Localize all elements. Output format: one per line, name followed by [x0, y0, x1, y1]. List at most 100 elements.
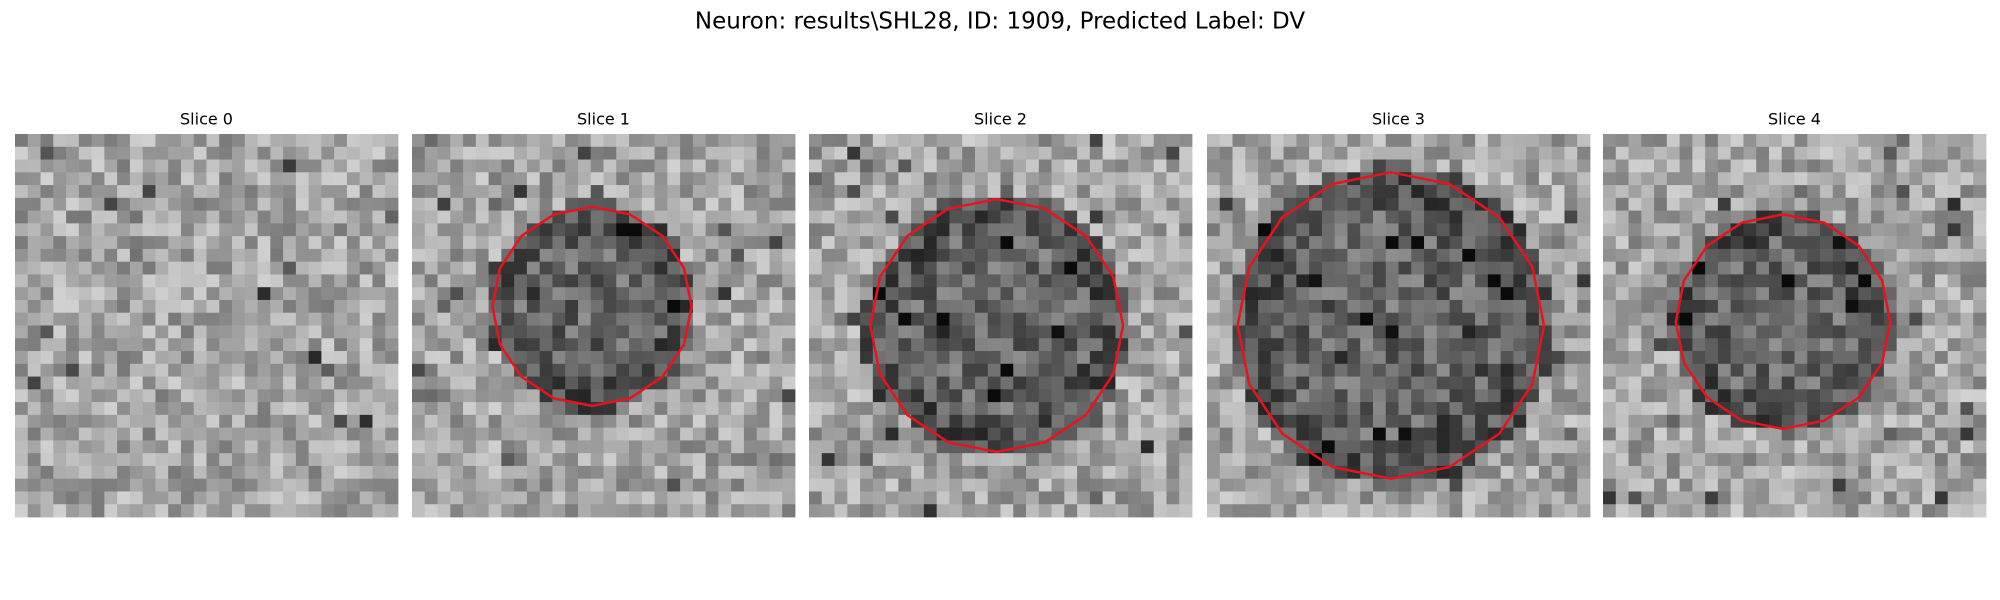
- pixel: [847, 440, 861, 454]
- pixel: [193, 478, 207, 492]
- pixel: [104, 338, 118, 352]
- pixel: [962, 389, 976, 403]
- pixel: [1603, 376, 1617, 390]
- pixel: [641, 274, 655, 288]
- pixel: [1909, 414, 1923, 429]
- pixel: [1258, 159, 1272, 173]
- pixel: [1398, 363, 1412, 377]
- pixel: [412, 402, 426, 416]
- pixel: [1603, 299, 1617, 314]
- pixel: [1051, 185, 1065, 199]
- pixel: [1934, 159, 1949, 173]
- pixel: [1500, 210, 1514, 224]
- pixel: [705, 172, 719, 186]
- pixel: [1245, 312, 1259, 326]
- pixel: [1128, 491, 1142, 505]
- pixel: [1347, 185, 1361, 199]
- pixel: [1128, 197, 1142, 211]
- pixel: [219, 146, 233, 160]
- pixel: [565, 402, 579, 416]
- pixel: [1500, 453, 1514, 467]
- pixel: [193, 312, 207, 326]
- pixel: [1526, 363, 1540, 377]
- pixel: [885, 414, 899, 429]
- pixel: [987, 299, 1001, 314]
- pixel: [412, 414, 426, 429]
- pixel: [1960, 351, 1974, 365]
- pixel: [117, 134, 131, 148]
- pixel: [1922, 185, 1936, 199]
- pixel: [1513, 376, 1527, 390]
- pixel: [1692, 210, 1706, 224]
- pixel: [1179, 504, 1193, 518]
- pixel: [424, 363, 438, 377]
- pixel: [155, 376, 169, 390]
- pixel: [463, 338, 477, 352]
- pixel: [1283, 389, 1297, 403]
- pixel: [1089, 185, 1104, 199]
- pixel: [1883, 210, 1898, 224]
- pixel: [692, 504, 707, 518]
- pixel: [1385, 172, 1399, 186]
- pixel: [1487, 402, 1502, 416]
- pixel: [769, 351, 783, 365]
- pixel: [809, 210, 823, 224]
- pixel: [1283, 504, 1297, 518]
- pixel: [987, 351, 1001, 365]
- pixel: [1538, 491, 1553, 505]
- pixel: [821, 453, 835, 467]
- pixel: [91, 389, 105, 403]
- pixel: [603, 299, 617, 314]
- pixel: [667, 261, 681, 275]
- pixel: [53, 351, 67, 365]
- pixel: [1309, 338, 1323, 352]
- pixel: [577, 274, 592, 288]
- pixel: [731, 465, 745, 480]
- pixel: [1179, 210, 1193, 224]
- pixel: [142, 159, 156, 173]
- pixel: [66, 223, 80, 237]
- pixel: [577, 210, 592, 224]
- pixel: [898, 414, 912, 429]
- pixel: [1321, 351, 1336, 365]
- pixel: [1551, 491, 1565, 505]
- pixel: [565, 274, 579, 288]
- pixel: [616, 376, 630, 390]
- pixel: [91, 351, 105, 365]
- pixel: [15, 427, 29, 441]
- pixel: [206, 414, 220, 429]
- pixel: [1283, 274, 1297, 288]
- pixel: [680, 504, 694, 518]
- pixel: [1347, 389, 1361, 403]
- pixel: [1232, 236, 1246, 250]
- pixel: [1615, 453, 1629, 467]
- pixel: [244, 351, 258, 365]
- pixel: [424, 236, 438, 250]
- pixel: [91, 376, 105, 390]
- pixel: [1219, 185, 1233, 199]
- pixel: [1411, 478, 1425, 492]
- pixel: [629, 325, 643, 339]
- pixel: [1153, 453, 1167, 467]
- pixel: [1807, 427, 1821, 441]
- pixel: [1411, 210, 1425, 224]
- pixel: [450, 312, 464, 326]
- pixel: [1654, 402, 1668, 416]
- pixel: [769, 146, 783, 160]
- pixel: [193, 402, 207, 416]
- pixel: [1102, 338, 1116, 352]
- pixel: [667, 299, 681, 314]
- pixel: [1102, 402, 1116, 416]
- pixel: [1411, 261, 1425, 275]
- pixel: [1960, 338, 1974, 352]
- pixel: [1781, 414, 1795, 429]
- pixel: [1960, 376, 1974, 390]
- pixel: [1743, 389, 1757, 403]
- pixel: [731, 351, 745, 365]
- pixel: [667, 338, 681, 352]
- pixel: [1934, 172, 1949, 186]
- pixel: [1424, 491, 1438, 505]
- pixel: [463, 389, 477, 403]
- pixel: [1128, 172, 1142, 186]
- pixel: [501, 402, 515, 416]
